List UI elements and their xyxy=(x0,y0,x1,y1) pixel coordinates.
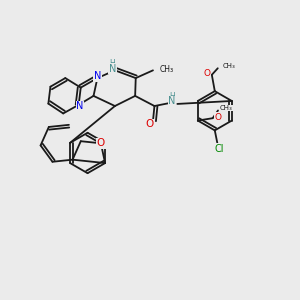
Text: O: O xyxy=(97,138,105,148)
Text: CH₃: CH₃ xyxy=(223,63,236,69)
Text: Cl: Cl xyxy=(214,144,224,154)
Text: CH₃: CH₃ xyxy=(220,105,233,111)
Text: N: N xyxy=(94,71,101,81)
Text: O: O xyxy=(214,112,221,122)
Text: N: N xyxy=(109,64,116,74)
Text: O: O xyxy=(203,68,210,77)
Text: CH₃: CH₃ xyxy=(160,65,174,74)
Text: N: N xyxy=(168,96,176,106)
Text: O: O xyxy=(146,119,154,129)
Text: H: H xyxy=(169,92,175,101)
Text: N: N xyxy=(76,101,83,111)
Text: H: H xyxy=(110,59,116,68)
